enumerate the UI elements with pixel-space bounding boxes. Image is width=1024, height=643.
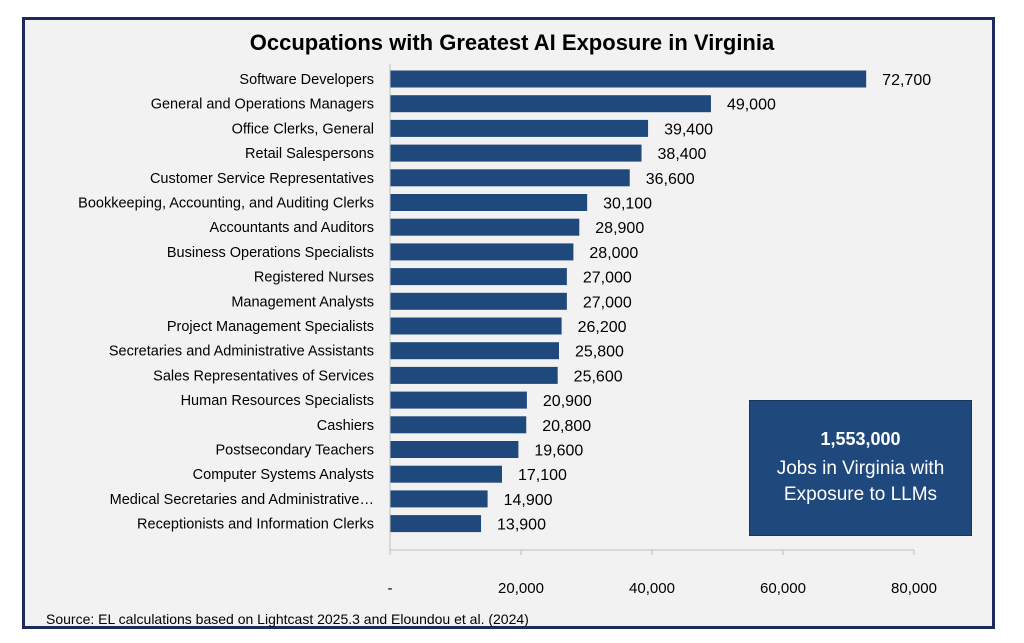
value-label: 72,700: [882, 72, 931, 89]
category-label: Project Management Specialists: [167, 319, 374, 335]
category-label: Office Clerks, General: [232, 121, 374, 137]
x-tick-label: 40,000: [629, 580, 675, 597]
category-label: General and Operations Managers: [151, 97, 374, 113]
bar: [390, 515, 482, 533]
category-label: Secretaries and Administrative Assistant…: [109, 344, 374, 360]
value-label: 49,000: [727, 97, 776, 114]
value-label: 27,000: [583, 270, 632, 287]
value-label: 39,400: [664, 121, 713, 138]
bar: [390, 268, 567, 286]
x-axis: - 20,000 40,000 60,000 80,000: [388, 64, 937, 597]
value-label: 20,800: [542, 418, 591, 435]
category-label: Retail Salespersons: [245, 146, 374, 162]
bar: [390, 416, 527, 434]
value-label: 38,400: [658, 146, 707, 163]
category-label: Cashiers: [317, 418, 374, 434]
category-labels: Software Developers General and Operation…: [78, 72, 374, 533]
x-tick-label: 80,000: [891, 580, 937, 597]
category-label: Registered Nurses: [254, 270, 374, 286]
value-label: 19,600: [534, 443, 583, 460]
x-tick-label: 60,000: [760, 580, 806, 597]
bar: [390, 342, 559, 360]
chart-title: Occupations with Greatest AI Exposure in…: [249, 30, 775, 55]
category-label: Business Operations Specialists: [167, 245, 374, 261]
value-label: 28,900: [595, 220, 644, 237]
source-note: Source: EL calculations based on Lightca…: [46, 611, 529, 627]
bar: [390, 119, 649, 137]
category-label: Medical Secretaries and Administrative…: [110, 492, 374, 508]
value-label: 25,600: [574, 368, 623, 385]
bar: [390, 391, 527, 409]
category-label: Customer Service Representatives: [150, 171, 374, 187]
total-jobs-callout: 1,553,000 Jobs in Virginia with Exposure…: [749, 400, 972, 536]
value-label: 14,900: [504, 492, 553, 509]
bar: [390, 366, 558, 384]
category-label: Receptionists and Information Clerks: [137, 517, 374, 533]
bar: [390, 169, 630, 187]
value-label: 20,900: [543, 393, 592, 410]
category-label: Postsecondary Teachers: [215, 443, 374, 459]
value-label: 13,900: [497, 517, 546, 534]
category-label: Sales Representatives of Services: [153, 368, 374, 384]
bar: [390, 317, 562, 335]
value-label: 25,800: [575, 344, 624, 361]
bar: [390, 144, 642, 162]
x-tick-label: 20,000: [498, 580, 544, 597]
callout-text-line-1: Jobs in Virginia with: [776, 457, 945, 479]
callout-total-number: 1,553,000: [820, 428, 901, 449]
bar: [390, 194, 588, 211]
category-label: Human Resources Specialists: [181, 393, 374, 409]
x-tick-label: -: [388, 580, 393, 597]
bar: [390, 218, 580, 236]
bar: [390, 95, 711, 113]
bar: [390, 490, 488, 508]
bar: [390, 465, 503, 483]
bar: [390, 70, 867, 88]
value-label: 28,000: [589, 245, 638, 262]
category-label: Management Analysts: [231, 294, 374, 310]
bars-group: [390, 70, 867, 533]
category-label: Software Developers: [239, 72, 374, 88]
callout-text-line-2: Exposure to LLMs: [783, 483, 938, 505]
value-label: 36,600: [646, 171, 695, 188]
category-label: Computer Systems Analysts: [193, 467, 374, 483]
value-label: 26,200: [578, 319, 627, 336]
value-label: 30,100: [603, 196, 652, 213]
category-label: Bookkeeping, Accounting, and Auditing Cl…: [78, 196, 374, 212]
bar: [390, 441, 519, 458]
category-label: Accountants and Auditors: [210, 220, 374, 236]
bar: [390, 243, 574, 261]
bar: [390, 292, 567, 310]
value-labels: 72,700 49,000 39,400 38,400 36,600 30,100 28,9…: [497, 72, 931, 534]
value-label: 27,000: [583, 294, 632, 311]
value-label: 17,100: [518, 467, 567, 484]
